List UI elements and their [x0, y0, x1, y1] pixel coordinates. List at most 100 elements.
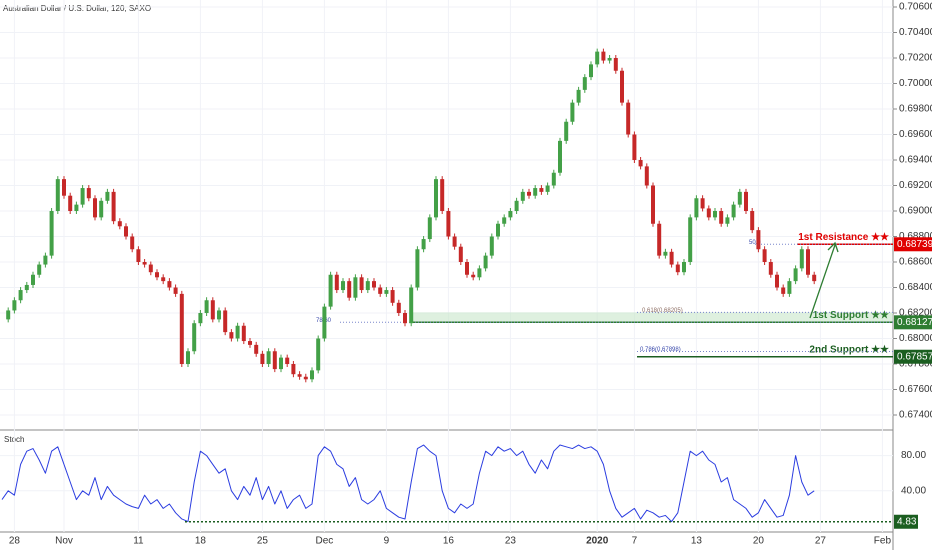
stoch-level-box [894, 514, 918, 529]
candle [124, 226, 128, 237]
candle [248, 341, 252, 345]
x-tick-label: 7 [632, 536, 638, 547]
x-tick-label: 13 [691, 536, 703, 547]
candle [37, 264, 42, 275]
candle [471, 274, 476, 278]
candle [409, 287, 414, 324]
candle [43, 255, 48, 265]
x-tick-label: 27 [815, 536, 827, 547]
candle [570, 102, 575, 122]
y-tick-label: 0.69200 [899, 180, 932, 191]
y-tick-label: 0.70600 [899, 2, 932, 13]
candle [62, 179, 66, 196]
candle [378, 287, 383, 294]
level-price-box [894, 237, 932, 252]
candle [737, 191, 742, 205]
candle [372, 281, 376, 288]
candle [86, 188, 91, 199]
stoch-level-label: 4.83 [897, 516, 917, 527]
candle [186, 351, 190, 364]
candle [341, 281, 345, 291]
candle [756, 230, 761, 250]
candle [415, 249, 420, 288]
candle [155, 272, 159, 278]
candle [272, 351, 277, 370]
candle [582, 77, 587, 90]
x-tick-label: Nov [55, 536, 73, 547]
candle [812, 274, 817, 282]
candle [55, 179, 60, 211]
candle [781, 287, 786, 294]
candle [458, 246, 463, 262]
y-tick-label: 0.68400 [899, 282, 932, 293]
candle [558, 140, 562, 173]
candle [440, 179, 445, 211]
candle [638, 160, 643, 167]
candle [148, 264, 153, 273]
candle [117, 221, 122, 227]
candle [427, 217, 432, 240]
candle [744, 191, 748, 211]
candle [396, 302, 401, 313]
y-tick-label: 0.70200 [899, 53, 932, 64]
candle [241, 325, 246, 342]
candle [768, 262, 773, 275]
candle [644, 166, 649, 186]
candle [303, 376, 308, 380]
y-tick-label: 0.68000 [899, 333, 932, 344]
candle [508, 211, 513, 218]
candle [421, 239, 426, 250]
candle [527, 191, 531, 196]
candle [297, 374, 302, 377]
candle [483, 255, 488, 269]
candle [365, 281, 370, 291]
candle [576, 89, 581, 103]
candle [657, 223, 662, 256]
candle [799, 249, 804, 269]
x-tick-label: Dec [316, 536, 334, 547]
support-zone [410, 312, 893, 323]
candle [465, 262, 469, 275]
candle [266, 351, 271, 364]
candle [136, 249, 141, 262]
x-tick-label: 28 [9, 536, 21, 547]
candle [545, 185, 550, 192]
candle [291, 364, 296, 375]
candle [688, 217, 693, 262]
y-tick-label: 0.70000 [899, 78, 932, 89]
candle [620, 70, 624, 103]
candle [595, 51, 600, 65]
candle [564, 121, 569, 141]
x-tick-label: 23 [505, 536, 517, 547]
candle [142, 262, 147, 265]
candle [452, 236, 457, 247]
y-tick-label: 0.69400 [899, 155, 932, 166]
candle [6, 310, 11, 320]
y-tick-label: 0.67400 [899, 410, 932, 421]
candle [49, 211, 54, 256]
x-tick-label: 16 [443, 536, 455, 547]
level-name: 1st Support ★★ [813, 310, 889, 321]
level-price: 0.67857 [897, 351, 932, 362]
candle [68, 195, 73, 211]
candle [446, 211, 451, 237]
level-price-box [894, 349, 932, 364]
fib-label: 0.618(0.68205) [642, 308, 683, 314]
candle [533, 188, 538, 196]
candle [775, 274, 779, 288]
level-price-box [894, 315, 932, 330]
candle [347, 281, 352, 298]
candle [750, 211, 755, 231]
candle [651, 185, 655, 224]
candle [663, 251, 668, 256]
candle [514, 200, 519, 211]
candle [682, 262, 686, 273]
candle [18, 290, 23, 301]
candle [310, 370, 314, 380]
candle [787, 281, 792, 294]
candle [403, 313, 407, 324]
candle [322, 306, 327, 339]
